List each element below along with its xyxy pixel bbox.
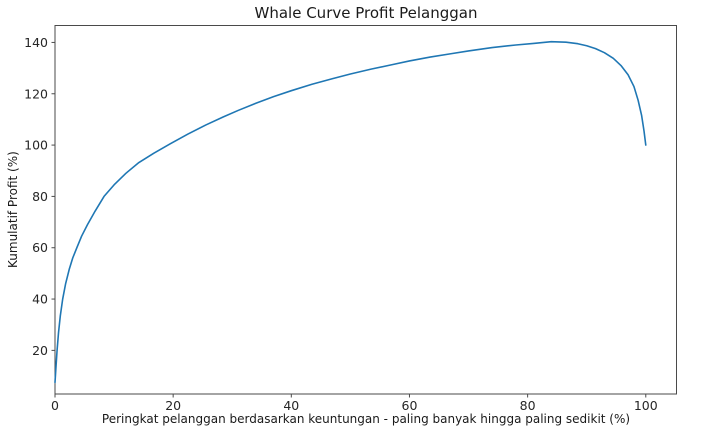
y-tick-label: 40: [32, 292, 48, 307]
y-tick-label: 60: [32, 240, 48, 255]
y-axis-label: Kumulatif Profit (%): [6, 151, 20, 269]
y-tick-label: 20: [32, 343, 48, 358]
y-tick-label: 80: [32, 189, 48, 204]
x-tick-label: 0: [51, 398, 59, 413]
x-tick-label: 20: [165, 398, 181, 413]
axes-frame: [54, 25, 677, 395]
chart-title: Whale Curve Profit Pelanggan: [254, 4, 478, 22]
x-tick-label: 40: [283, 398, 299, 413]
x-axis-label: Peringkat pelanggan berdasarkan keuntung…: [101, 412, 631, 426]
y-tick-label: 120: [24, 86, 48, 101]
profit-curve-line: [54, 40, 647, 384]
y-tick-label: 100: [24, 138, 48, 153]
x-tick-label: 80: [520, 398, 536, 413]
x-tick-label: 60: [402, 398, 418, 413]
y-tick-label: 140: [24, 35, 48, 50]
x-tick-label: 100: [634, 398, 658, 413]
